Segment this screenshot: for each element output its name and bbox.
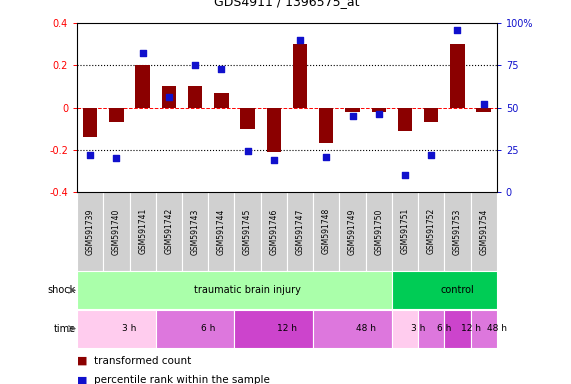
Bar xyxy=(392,192,418,271)
Bar xyxy=(188,86,202,108)
Point xyxy=(427,152,436,158)
Point xyxy=(321,154,331,160)
Bar xyxy=(156,310,235,348)
Bar xyxy=(424,108,439,122)
Text: traumatic brain injury: traumatic brain injury xyxy=(194,285,301,295)
Text: GSM591749: GSM591749 xyxy=(348,208,357,255)
Text: GSM591746: GSM591746 xyxy=(270,208,278,255)
Text: ■: ■ xyxy=(77,375,87,384)
Bar xyxy=(103,192,130,271)
Bar xyxy=(156,192,182,271)
Point xyxy=(217,66,226,72)
Point xyxy=(453,27,462,33)
Bar xyxy=(109,108,124,122)
Bar xyxy=(287,192,313,271)
Bar xyxy=(471,192,497,271)
Bar xyxy=(162,86,176,108)
Bar xyxy=(130,192,156,271)
Text: GSM591751: GSM591751 xyxy=(400,208,409,255)
Bar xyxy=(208,192,235,271)
Text: 12 h: 12 h xyxy=(277,324,297,333)
Bar xyxy=(313,310,392,348)
Text: GSM591750: GSM591750 xyxy=(374,208,383,255)
Bar xyxy=(235,192,261,271)
Bar xyxy=(77,271,392,309)
Text: 48 h: 48 h xyxy=(486,324,507,333)
Text: shock: shock xyxy=(47,285,76,295)
Text: percentile rank within the sample: percentile rank within the sample xyxy=(94,375,270,384)
Bar xyxy=(418,192,444,271)
Text: GSM591748: GSM591748 xyxy=(322,208,331,255)
Text: GSM591739: GSM591739 xyxy=(86,208,95,255)
Point xyxy=(112,155,121,161)
Bar xyxy=(339,192,365,271)
Text: 6 h: 6 h xyxy=(437,324,452,333)
Text: GSM591741: GSM591741 xyxy=(138,208,147,255)
Bar xyxy=(476,108,491,112)
Point xyxy=(270,157,279,163)
Point xyxy=(243,148,252,154)
Text: GSM591742: GSM591742 xyxy=(164,208,174,255)
Bar xyxy=(214,93,228,108)
Text: GSM591752: GSM591752 xyxy=(427,208,436,255)
Text: GDS4911 / 1396575_at: GDS4911 / 1396575_at xyxy=(214,0,360,8)
Text: GSM591740: GSM591740 xyxy=(112,208,121,255)
Text: 3 h: 3 h xyxy=(411,324,425,333)
Point xyxy=(191,62,200,68)
Bar xyxy=(418,310,444,348)
Text: GSM591745: GSM591745 xyxy=(243,208,252,255)
Bar xyxy=(235,310,313,348)
Text: control: control xyxy=(441,285,475,295)
Text: 48 h: 48 h xyxy=(356,324,376,333)
Bar xyxy=(471,310,497,348)
Point xyxy=(479,101,488,107)
Bar xyxy=(293,44,307,108)
Bar xyxy=(182,192,208,271)
Bar xyxy=(450,44,465,108)
Text: 6 h: 6 h xyxy=(201,324,215,333)
Text: ■: ■ xyxy=(77,356,87,366)
Text: GSM591743: GSM591743 xyxy=(191,208,200,255)
Text: GSM591744: GSM591744 xyxy=(217,208,226,255)
Point xyxy=(400,172,409,178)
Bar xyxy=(77,310,156,348)
Bar xyxy=(392,310,418,348)
Text: 12 h: 12 h xyxy=(461,324,481,333)
Bar xyxy=(267,108,281,152)
Bar xyxy=(365,192,392,271)
Bar xyxy=(345,108,360,112)
Bar xyxy=(313,192,339,271)
Text: GSM591753: GSM591753 xyxy=(453,208,462,255)
Text: transformed count: transformed count xyxy=(94,356,191,366)
Point xyxy=(164,94,174,101)
Text: GSM591754: GSM591754 xyxy=(479,208,488,255)
Bar xyxy=(135,65,150,108)
Text: 3 h: 3 h xyxy=(122,324,136,333)
Bar xyxy=(261,192,287,271)
Bar xyxy=(319,108,333,143)
Point xyxy=(138,50,147,56)
Bar xyxy=(444,192,471,271)
Bar xyxy=(398,108,412,131)
Bar xyxy=(83,108,98,137)
Point xyxy=(295,37,304,43)
Bar xyxy=(240,108,255,129)
Text: time: time xyxy=(54,324,76,334)
Text: GSM591747: GSM591747 xyxy=(296,208,304,255)
Point xyxy=(86,152,95,158)
Point xyxy=(348,113,357,119)
Point xyxy=(374,111,383,118)
Bar xyxy=(372,108,386,112)
Bar xyxy=(77,192,103,271)
Bar xyxy=(444,310,471,348)
Bar xyxy=(392,271,497,309)
